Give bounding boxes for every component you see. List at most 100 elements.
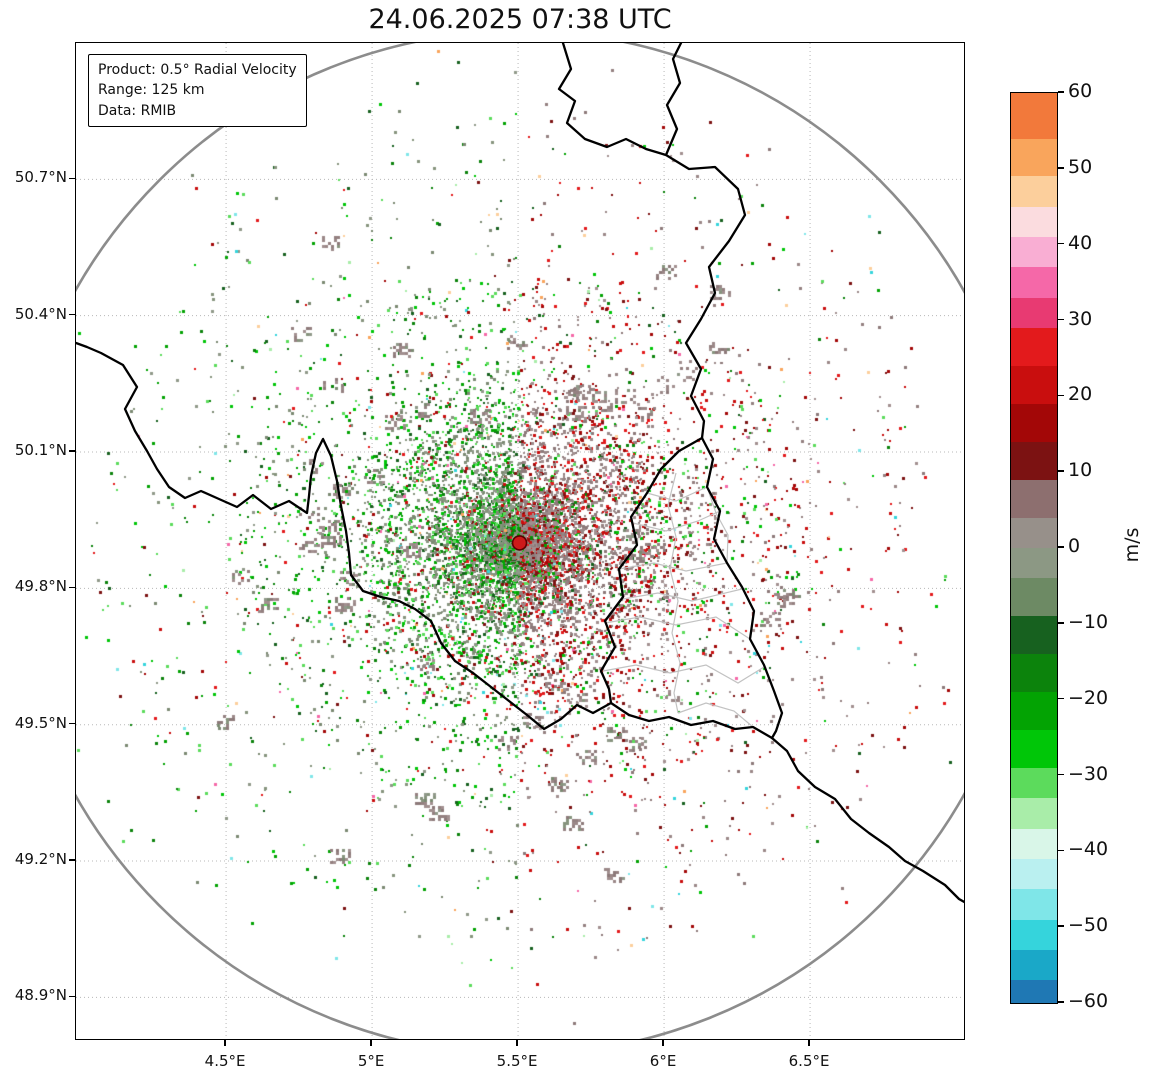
y-tick-mark [69,995,75,998]
x-tick-label: 6.5°E [788,1052,830,1070]
colorbar-tick-mark [1057,849,1064,852]
colorbar-segment [1011,616,1057,655]
colorbar-segment [1011,237,1057,268]
y-tick-mark [69,722,75,725]
colorbar-tick-mark [1057,1001,1064,1003]
colorbar-tick-label: 0 [1068,535,1081,557]
y-tick-label: 50.7°N [14,168,67,187]
national-border-line [599,436,704,705]
x-tick-label: 5.5°E [496,1052,538,1070]
admin-border-line [646,486,708,502]
y-tick-mark [69,177,75,180]
product-line: Product: 0.5° Radial Velocity [98,62,297,78]
colorbar-unit-label: m/s [1121,527,1143,563]
national-border-line [76,341,613,731]
colorbar-segment [1011,206,1057,238]
colorbar-tick-label: 50 [1068,155,1093,178]
x-tick-label: 6°E [649,1052,677,1070]
colorbar-segment [1011,654,1057,693]
x-tick-label: 5°E [357,1052,385,1070]
colorbar-segment [1011,578,1057,617]
y-tick-mark [69,586,75,589]
colorbar-segment [1011,93,1057,140]
colorbar-segment [1011,267,1057,299]
figure-title: 24.06.2025 07:38 UTC [368,4,672,35]
y-tick-mark [69,450,75,452]
x-tick-mark [224,1040,226,1046]
colorbar [1010,92,1058,1004]
colorbar-tick-mark [1057,167,1064,169]
admin-border-line [667,472,681,714]
y-tick-label: 50.1°N [14,441,67,460]
colorbar-segment [1011,366,1057,405]
admin-border-line [604,616,751,640]
y-tick-label: 48.9°N [14,986,67,1005]
colorbar-segment [1011,889,1057,921]
y-tick-mark [69,859,75,861]
colorbar-tick-label: 60 [1068,80,1093,102]
colorbar-tick-label: 20 [1068,383,1093,406]
colorbar-tick-label: 10 [1068,459,1093,482]
colorbar-segment [1011,730,1057,769]
colorbar-tick-mark [1057,925,1064,927]
colorbar-segment [1011,949,1057,981]
colorbar-tick-label: −60 [1068,990,1109,1012]
colorbar-tick-label: −10 [1068,610,1109,633]
product-info-box: Product: 0.5° Radial Velocity Range: 125… [88,54,307,127]
colorbar-segment [1011,441,1057,481]
colorbar-tick-mark [1057,91,1064,93]
y-tick-label: 50.4°N [14,304,67,323]
colorbar-tick-mark [1057,470,1064,472]
colorbar-tick-mark [1057,622,1064,624]
admin-border-line [618,562,728,572]
x-tick-mark [662,1040,664,1046]
colorbar-segment [1011,138,1057,178]
admin-border-line [602,664,765,684]
colorbar-segment [1011,767,1057,799]
national-border-line [770,736,964,904]
national-border-line [700,436,784,740]
colorbar-segment [1011,328,1057,367]
colorbar-tick-label: −50 [1068,914,1109,937]
colorbar-segment [1011,548,1057,579]
colorbar-segment [1011,858,1057,890]
colorbar-tick-label: 40 [1068,231,1093,254]
colorbar-segment [1011,403,1057,443]
colorbar-tick-mark [1057,394,1064,397]
colorbar-tick-mark [1057,318,1064,321]
colorbar-tick-label: −30 [1068,762,1109,785]
y-tick-label: 49.2°N [14,850,67,869]
colorbar-tick-label: −20 [1068,686,1109,709]
admin-border-line [632,510,721,532]
y-tick-label: 49.5°N [14,713,67,732]
colorbar-tick-mark [1057,697,1064,700]
range-line: Range: 125 km [98,82,205,99]
national-border-line [609,701,774,740]
map-plot-area: Product: 0.5° Radial Velocity Range: 125… [75,42,965,1040]
x-tick-label: 4.5°E [204,1052,246,1070]
colorbar-segment [1011,692,1057,731]
national-border-line [664,153,747,440]
x-tick-mark [370,1040,372,1046]
colorbar-tick-mark [1057,242,1064,245]
y-tick-label: 49.8°N [14,577,67,596]
colorbar-tick-label: −40 [1068,838,1109,861]
x-tick-mark [516,1040,518,1046]
admin-border-line [706,486,729,564]
colorbar-segment [1011,517,1057,549]
colorbar-segment [1011,828,1057,860]
national-border-line [557,43,668,157]
colorbar-segment [1011,479,1057,519]
colorbar-tick-mark [1057,546,1064,548]
colorbar-segment [1011,297,1057,329]
data-source-line: Data: RMIB [98,102,177,119]
radar-site-marker [511,535,528,551]
colorbar-tick-mark [1057,773,1064,776]
admin-border-line [622,588,743,602]
colorbar-segment [1011,980,1057,1003]
colorbar-segment [1011,919,1057,951]
colorbar-segment [1011,176,1057,208]
admin-border-line [677,702,754,728]
colorbar-tick-label: 30 [1068,307,1093,330]
